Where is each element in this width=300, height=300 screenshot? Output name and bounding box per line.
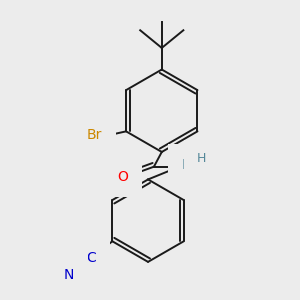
Text: Br: Br — [87, 128, 102, 142]
Text: O: O — [117, 169, 128, 184]
Text: C: C — [86, 251, 96, 265]
Text: N: N — [182, 158, 193, 172]
Text: N: N — [64, 268, 74, 282]
Text: H: H — [196, 152, 206, 165]
